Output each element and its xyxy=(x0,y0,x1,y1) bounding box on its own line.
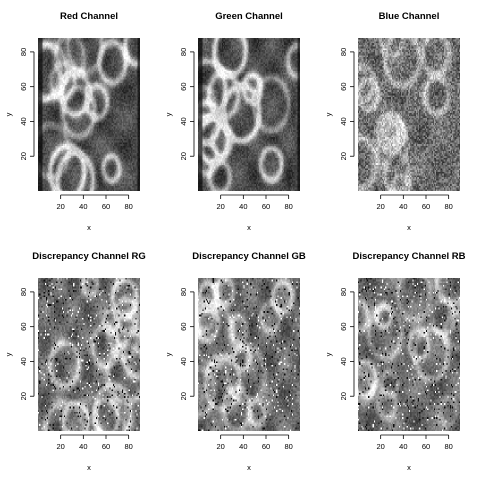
y-axis-label: y xyxy=(164,112,173,116)
x-tick-label: 20 xyxy=(216,202,224,211)
y-tick-label: 40 xyxy=(19,117,28,125)
heatmap-image xyxy=(358,278,460,431)
y-tick-label: 80 xyxy=(19,48,28,56)
y-axis-label: y xyxy=(324,352,333,356)
x-axis-label: x xyxy=(247,223,251,232)
x-tick-label: 60 xyxy=(262,202,270,211)
heatmap-image xyxy=(38,38,140,191)
x-tick-label: 80 xyxy=(444,202,452,211)
y-tick-label: 40 xyxy=(19,357,28,365)
y-tick-label: 80 xyxy=(339,48,348,56)
heatmap-image xyxy=(198,38,300,191)
y-tick-label: 20 xyxy=(19,152,28,160)
y-tick-label: 40 xyxy=(179,357,188,365)
x-tick-label: 20 xyxy=(56,442,64,451)
y-tick-label: 60 xyxy=(19,83,28,91)
x-tick-label: 60 xyxy=(102,202,110,211)
y-tick-label: 60 xyxy=(339,323,348,331)
y-tick-label: 40 xyxy=(339,357,348,365)
x-axis-label: x xyxy=(407,463,411,472)
x-tick-label: 20 xyxy=(216,442,224,451)
x-tick-label: 80 xyxy=(124,202,132,211)
x-tick-label: 60 xyxy=(102,442,110,451)
x-tick-label: 60 xyxy=(422,202,430,211)
y-tick-label: 20 xyxy=(179,392,188,400)
x-tick-label: 80 xyxy=(444,442,452,451)
y-tick-label: 80 xyxy=(339,288,348,296)
panel-title: Discrepancy Channel GB xyxy=(192,251,306,262)
panel-6: Discrepancy Channel RB 20 40 60 80 x 20 40 60 80 y xyxy=(324,251,466,472)
y-tick-label: 20 xyxy=(339,152,348,160)
x-axis-label: x xyxy=(87,463,91,472)
heatmap-image xyxy=(358,38,460,191)
y-tick-label: 20 xyxy=(339,392,348,400)
heatmap-image xyxy=(38,278,140,431)
x-tick-label: 40 xyxy=(79,202,87,211)
x-tick-label: 20 xyxy=(376,202,384,211)
y-tick-label: 40 xyxy=(179,117,188,125)
y-tick-label: 20 xyxy=(19,392,28,400)
y-tick-label: 80 xyxy=(19,288,28,296)
x-tick-label: 60 xyxy=(262,442,270,451)
x-tick-label: 40 xyxy=(79,442,87,451)
x-axis-label: x xyxy=(407,223,411,232)
y-tick-label: 60 xyxy=(179,83,188,91)
y-axis-label: y xyxy=(164,352,173,356)
panel-3: Blue Channel 20 40 60 80 x 20 40 60 80 y xyxy=(324,11,460,232)
x-tick-label: 80 xyxy=(284,442,292,451)
x-tick-label: 40 xyxy=(239,442,247,451)
x-tick-label: 60 xyxy=(422,442,430,451)
y-tick-label: 60 xyxy=(19,323,28,331)
x-tick-label: 20 xyxy=(56,202,64,211)
panel-title: Discrepancy Channel RG xyxy=(32,251,146,262)
heatmap-image xyxy=(198,278,300,431)
x-axis-label: x xyxy=(247,463,251,472)
y-tick-label: 80 xyxy=(179,48,188,56)
x-tick-label: 40 xyxy=(239,202,247,211)
x-tick-label: 80 xyxy=(124,442,132,451)
panel-title: Discrepancy Channel RB xyxy=(353,251,466,262)
panel-2: Green Channel 20 40 60 80 x 20 40 60 80 y xyxy=(164,11,300,232)
x-axis-label: x xyxy=(87,223,91,232)
y-tick-label: 80 xyxy=(179,288,188,296)
x-tick-label: 40 xyxy=(399,442,407,451)
panel-5: Discrepancy Channel GB 20 40 60 80 x 20 40 60 80 y xyxy=(164,251,306,472)
y-tick-label: 60 xyxy=(179,323,188,331)
panel-1: Red Channel 20 40 60 80 x 20 40 60 80 y xyxy=(4,11,140,232)
y-tick-label: 20 xyxy=(179,152,188,160)
panel-4: Discrepancy Channel RG 20 40 60 80 x 20 40 60 80 y xyxy=(4,251,146,472)
x-tick-label: 80 xyxy=(284,202,292,211)
y-tick-label: 40 xyxy=(339,117,348,125)
panel-title: Green Channel xyxy=(215,11,283,22)
y-axis-label: y xyxy=(4,352,13,356)
panel-title: Red Channel xyxy=(60,11,118,22)
y-tick-label: 60 xyxy=(339,83,348,91)
y-axis-label: y xyxy=(324,112,333,116)
x-tick-label: 20 xyxy=(376,442,384,451)
x-tick-label: 40 xyxy=(399,202,407,211)
panel-title: Blue Channel xyxy=(379,11,440,22)
y-axis-label: y xyxy=(4,112,13,116)
